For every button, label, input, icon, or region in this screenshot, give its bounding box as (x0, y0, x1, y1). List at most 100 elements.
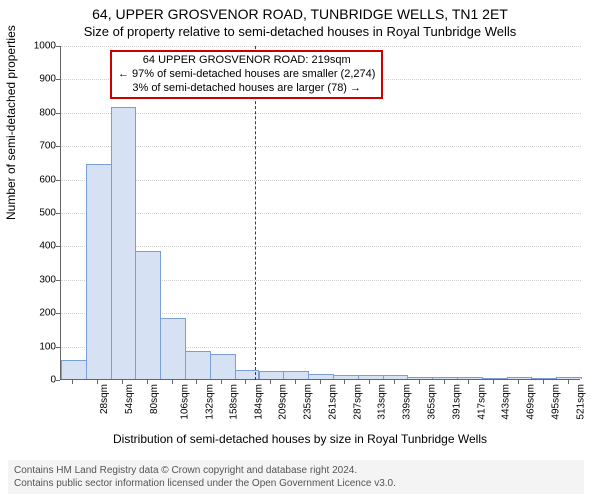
x-tick-label: 54sqm (124, 384, 135, 414)
x-tick-mark (568, 380, 569, 384)
x-tick-mark (295, 380, 296, 384)
x-tick-mark (369, 380, 370, 384)
histogram-bar (283, 371, 309, 379)
x-tick-mark (196, 380, 197, 384)
histogram-bar (507, 377, 533, 379)
histogram-bar (86, 164, 112, 379)
y-tick-mark (56, 213, 60, 214)
histogram-bar (235, 370, 260, 379)
y-tick-label: 200 (16, 308, 56, 319)
x-tick-mark (419, 380, 420, 384)
x-tick-label: 443sqm (501, 384, 512, 420)
y-tick-label: 300 (16, 274, 56, 285)
histogram-bar (111, 107, 137, 379)
y-tick-mark (56, 380, 60, 381)
x-tick-mark (270, 380, 271, 384)
gridline (61, 46, 581, 47)
annotation-line-2: ← 97% of semi-detached houses are smalle… (118, 68, 375, 82)
x-tick-mark (221, 380, 222, 384)
gridline (61, 146, 581, 147)
y-axis-title: Number of semi-detached properties (4, 25, 18, 220)
x-tick-mark (543, 380, 544, 384)
histogram-bar (531, 378, 557, 379)
y-tick-mark (56, 280, 60, 281)
x-tick-label: 158sqm (229, 384, 240, 420)
histogram-bar (383, 375, 409, 379)
y-tick-label: 0 (16, 375, 56, 386)
x-tick-label: 365sqm (427, 384, 438, 420)
histogram-bar (61, 360, 87, 379)
histogram-bar (457, 377, 483, 379)
y-tick-label: 1000 (16, 41, 56, 52)
chart-subtitle: Size of property relative to semi-detach… (0, 24, 600, 39)
gridline (61, 246, 581, 247)
x-tick-label: 521sqm (575, 384, 586, 420)
histogram-bar (358, 375, 384, 379)
x-tick-mark (344, 380, 345, 384)
y-tick-label: 700 (16, 141, 56, 152)
y-tick-label: 100 (16, 341, 56, 352)
x-tick-label: 417sqm (476, 384, 487, 420)
y-tick-mark (56, 146, 60, 147)
y-tick-mark (56, 313, 60, 314)
y-tick-mark (56, 46, 60, 47)
x-tick-mark (493, 380, 494, 384)
histogram-chart: 64, UPPER GROSVENOR ROAD, TUNBRIDGE WELL… (0, 0, 600, 500)
x-tick-label: 287sqm (352, 384, 363, 420)
gridline (61, 213, 581, 214)
histogram-bar (135, 251, 161, 379)
x-tick-mark (72, 380, 73, 384)
x-tick-mark (147, 380, 148, 384)
y-tick-mark (56, 180, 60, 181)
annotation-line-1: 64 UPPER GROSVENOR ROAD: 219sqm (118, 54, 375, 68)
annotation-box: 64 UPPER GROSVENOR ROAD: 219sqm ← 97% of… (110, 50, 383, 99)
x-tick-mark (518, 380, 519, 384)
y-tick-mark (56, 246, 60, 247)
histogram-bar (259, 371, 285, 379)
x-axis-title: Distribution of semi-detached houses by … (0, 432, 600, 446)
x-tick-mark (122, 380, 123, 384)
x-tick-label: 28sqm (99, 384, 110, 414)
histogram-bar (432, 377, 458, 379)
histogram-bar (210, 354, 236, 379)
y-tick-mark (56, 113, 60, 114)
y-tick-label: 400 (16, 241, 56, 252)
gridline (61, 113, 581, 114)
x-tick-label: 209sqm (278, 384, 289, 420)
gridline (61, 180, 581, 181)
attribution-line-1: Contains HM Land Registry data © Crown c… (14, 464, 578, 477)
x-tick-mark (245, 380, 246, 384)
x-tick-label: 469sqm (526, 384, 537, 420)
histogram-bar (308, 374, 334, 379)
y-tick-label: 800 (16, 107, 56, 118)
x-tick-label: 132sqm (204, 384, 215, 420)
x-tick-mark (468, 380, 469, 384)
x-tick-label: 313sqm (377, 384, 388, 420)
annotation-line-3: 3% of semi-detached houses are larger (7… (118, 82, 375, 96)
x-tick-label: 235sqm (302, 384, 313, 420)
y-tick-label: 900 (16, 74, 56, 85)
attribution-line-2: Contains public sector information licen… (14, 477, 578, 490)
histogram-bar (407, 377, 433, 379)
y-tick-label: 500 (16, 208, 56, 219)
x-tick-label: 184sqm (254, 384, 265, 420)
x-tick-mark (320, 380, 321, 384)
x-tick-label: 106sqm (179, 384, 190, 420)
x-tick-mark (444, 380, 445, 384)
x-tick-mark (97, 380, 98, 384)
x-tick-label: 339sqm (402, 384, 413, 420)
histogram-bar (556, 377, 582, 379)
x-tick-label: 391sqm (451, 384, 462, 420)
attribution-box: Contains HM Land Registry data © Crown c… (8, 460, 584, 494)
x-tick-mark (172, 380, 173, 384)
histogram-bar (185, 351, 211, 379)
x-tick-label: 495sqm (551, 384, 562, 420)
y-tick-mark (56, 79, 60, 80)
x-tick-mark (394, 380, 395, 384)
chart-title: 64, UPPER GROSVENOR ROAD, TUNBRIDGE WELL… (0, 6, 600, 22)
x-tick-label: 80sqm (149, 384, 160, 414)
x-tick-label: 261sqm (327, 384, 338, 420)
histogram-bar (333, 375, 359, 379)
histogram-bar (160, 318, 186, 379)
histogram-bar (482, 378, 508, 379)
